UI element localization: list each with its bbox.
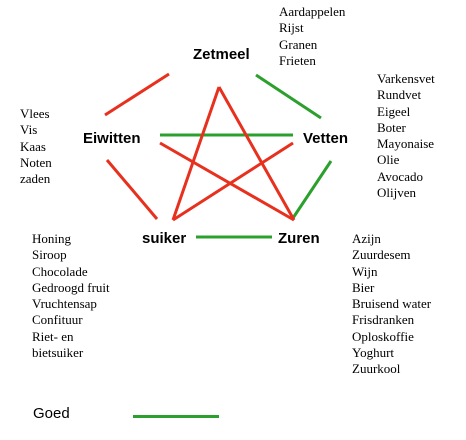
list-item: Eigeel bbox=[377, 103, 411, 119]
list-suiker: Honing Siroop Chocolade Gedroogd fruit V… bbox=[32, 231, 110, 361]
list-item: Olijven bbox=[377, 185, 416, 201]
list-item: bietsuiker bbox=[32, 345, 84, 361]
list-item: Kaas bbox=[20, 138, 46, 154]
list-item: Avocado bbox=[377, 168, 423, 184]
list-item: Varkensvet bbox=[377, 71, 435, 86]
connection-eiwitten-zuren-bad bbox=[159, 141, 295, 222]
list-item: Noten bbox=[20, 154, 52, 170]
list-item: Yoghurt bbox=[352, 345, 395, 361]
list-item: Frieten bbox=[279, 52, 316, 68]
connection-zetmeel-vetten-good bbox=[255, 73, 322, 120]
list-item: Zuurdesem bbox=[352, 247, 411, 263]
legend-label: Goed bbox=[33, 405, 70, 422]
list-item: Rundvet bbox=[377, 87, 422, 103]
list-item: Granen bbox=[279, 36, 318, 52]
connection-zetmeel-suiker-bad bbox=[171, 86, 221, 221]
list-item: Zuurkool bbox=[352, 361, 401, 377]
list-item: Aardappelen bbox=[279, 4, 346, 19]
connection-zetmeel-zuren-bad bbox=[217, 86, 296, 221]
list-item: Chocolade bbox=[32, 263, 88, 279]
list-zuren: Azijn Zuurdesem Wijn Bier Bruisend water… bbox=[352, 231, 431, 378]
list-eiwitten: Vlees Vis Kaas Noten zaden bbox=[20, 106, 52, 187]
list-item: Oploskoffie bbox=[352, 328, 414, 344]
connection-suiker-eiwitten-bad bbox=[105, 159, 159, 220]
connection-vetten-suiker-bad bbox=[172, 141, 294, 222]
list-item: Azijn bbox=[352, 231, 381, 246]
list-item: Siroop bbox=[32, 247, 67, 263]
connection-eiwitten-zetmeel-bad bbox=[104, 72, 170, 117]
node-zuren: Zuren bbox=[278, 230, 320, 247]
list-item: Riet- en bbox=[32, 328, 74, 344]
list-vetten: Varkensvet Rundvet Eigeel Boter Mayonais… bbox=[377, 71, 435, 201]
connection-vetten-zuren-good bbox=[291, 160, 333, 219]
list-item: Frisdranken bbox=[352, 312, 415, 328]
list-item: Boter bbox=[377, 119, 406, 135]
list-item: Olie bbox=[377, 152, 400, 168]
list-item: Bruisend water bbox=[352, 296, 432, 312]
legend-line bbox=[133, 415, 219, 418]
list-item: Vis bbox=[20, 122, 38, 138]
list-zetmeel: Aardappelen Rijst Granen Frieten bbox=[279, 4, 345, 69]
list-item: Wijn bbox=[352, 263, 378, 279]
list-item: Rijst bbox=[279, 20, 304, 36]
node-vetten: Vetten bbox=[303, 130, 349, 147]
list-item: Vruchtensap bbox=[32, 296, 97, 312]
list-item: Honing bbox=[32, 231, 71, 246]
node-eiwitten: Eiwitten bbox=[83, 130, 141, 147]
list-item: zaden bbox=[20, 171, 51, 187]
list-item: Vlees bbox=[20, 106, 50, 121]
list-item: Confituur bbox=[32, 312, 83, 328]
node-suiker: suiker bbox=[142, 230, 187, 247]
list-item: Bier bbox=[352, 279, 375, 295]
list-item: Mayonaise bbox=[377, 136, 435, 152]
node-zetmeel: Zetmeel bbox=[193, 46, 250, 63]
list-item: Gedroogd fruit bbox=[32, 279, 110, 295]
